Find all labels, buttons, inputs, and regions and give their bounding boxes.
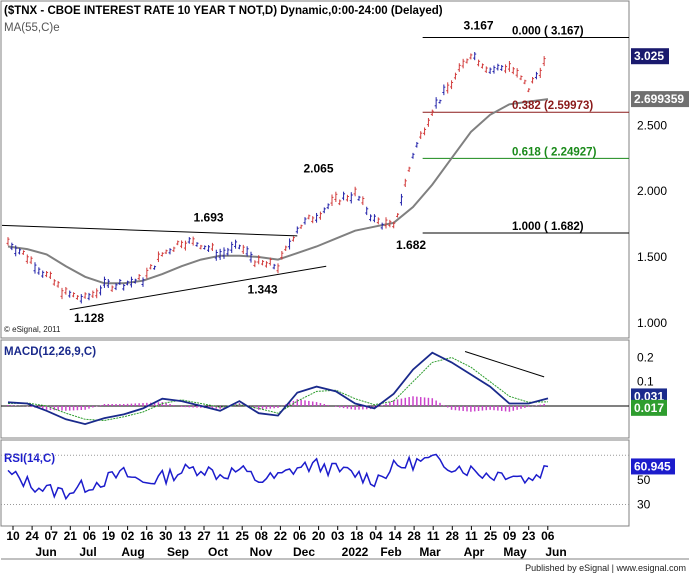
x-day-label: 03	[331, 529, 345, 543]
x-day-label: 23	[522, 529, 536, 543]
x-month-label: Apr	[464, 545, 485, 559]
rsi-line	[7, 453, 549, 501]
price-annotation: 3.167	[464, 19, 494, 33]
x-day-label: 07	[45, 529, 59, 543]
x-day-label: 24	[25, 529, 39, 543]
x-month-label: Jun	[545, 545, 566, 559]
fib-label: 0.000 ( 3.167)	[512, 26, 584, 38]
signal-value-badge: 0.017	[634, 401, 664, 415]
x-day-label: 14	[388, 529, 402, 543]
x-day-label: 27	[197, 529, 211, 543]
x-day-label: 04	[369, 529, 383, 543]
footer-text: Published by eSignal | www.esignal.com	[525, 563, 686, 573]
price-annotation: 1.128	[74, 311, 104, 325]
price-annotation: 2.065	[303, 162, 333, 176]
macd-y-tick: 0.1	[637, 375, 654, 389]
macd-y-tick: 0.2	[637, 351, 654, 365]
x-day-label: 21	[64, 529, 78, 543]
x-day-label: 06	[293, 529, 307, 543]
x-day-label: 16	[140, 529, 154, 543]
rsi-label: RSI(14,C)	[4, 453, 55, 465]
resistance-trendline	[1, 224, 298, 237]
x-day-label: 11	[465, 529, 478, 543]
x-day-label: 13	[178, 529, 192, 543]
x-month-label: Oct	[208, 545, 228, 559]
x-month-label: Jul	[79, 545, 96, 559]
x-day-label: 10	[6, 529, 20, 543]
x-month-label: May	[503, 545, 527, 559]
last-price-badge: 3.025	[634, 49, 664, 63]
macd-plot	[1, 350, 629, 426]
macd-label: MACD(12,26,9,C)	[4, 346, 96, 358]
macd-line	[7, 351, 549, 426]
x-day-label: 11	[217, 529, 230, 543]
price-y-tick: 2.500	[637, 118, 667, 132]
chart-title: ($TNX - CBOE INTEREST RATE 10 YEAR T NOT…	[4, 5, 443, 17]
x-day-label: 22	[274, 529, 288, 543]
last-price-badge-bg	[631, 48, 669, 65]
x-day-label: 25	[236, 529, 250, 543]
x-month-label: Feb	[380, 545, 401, 559]
support-trendline	[69, 265, 327, 311]
price-y-tick: 1.500	[637, 250, 667, 264]
ma-line	[7, 98, 549, 285]
x-month-label: Nov	[250, 545, 273, 559]
label-layer: 0.000 ( 3.167) 0.382 (2.59973) 0.618 ( 2.2…	[74, 19, 597, 325]
x-day-label: 08	[255, 529, 269, 543]
x-month-label: Jun	[35, 545, 56, 559]
macd-panel-frame	[0, 339, 630, 439]
x-month-label: Aug	[121, 545, 144, 559]
fib-label: 0.382 (2.59973)	[512, 100, 593, 112]
x-day-label: 20	[312, 529, 326, 543]
x-month-label: Dec	[293, 545, 315, 559]
x-month-label: Mar	[419, 545, 441, 559]
rsi-value-badge: 60.945	[634, 459, 671, 473]
x-day-label: 09	[503, 529, 517, 543]
x-day-label: 28	[446, 529, 460, 543]
rsi-value-badge-bg	[631, 458, 675, 475]
price-y-tick: 1.000	[637, 316, 667, 330]
x-day-label: 28	[407, 529, 421, 543]
price-plot	[1, 37, 629, 311]
price-annotation: 1.682	[396, 238, 426, 252]
price-annotation: 1.343	[248, 283, 278, 297]
macd-divergence-line	[464, 350, 545, 378]
x-day-label: 11	[427, 529, 440, 543]
x-day-label: 02	[121, 529, 135, 543]
fib-label: 0.618 ( 2.24927)	[512, 146, 597, 158]
rsi-y-tick: 30	[637, 498, 651, 512]
x-day-label: 18	[350, 529, 364, 543]
macd-signal-line	[7, 356, 549, 422]
axis-layer: 3.0002.5002.0001.5001.0003.0252.6993590.…	[1, 48, 689, 560]
rsi-panel-frame	[0, 439, 630, 527]
price-panel-frame	[0, 0, 630, 339]
x-day-label: 19	[102, 529, 116, 543]
x-month-label: 2022	[342, 545, 369, 559]
x-day-label: 25	[484, 529, 498, 543]
rsi-plot	[1, 453, 629, 506]
x-month-label: Sep	[167, 545, 189, 559]
price-y-tick: 2.000	[637, 184, 667, 198]
copyright-text: © eSignal, 2011	[4, 325, 61, 334]
ma-label: MA(55,C)e	[4, 22, 60, 34]
signal-value-badge-bg	[631, 399, 667, 416]
ma-value-badge-bg	[631, 91, 689, 108]
x-day-label: 30	[159, 529, 173, 543]
ma-value-badge: 2.699359	[634, 92, 684, 106]
fib-label: 1.000 ( 1.682)	[512, 221, 584, 233]
x-day-label: 06	[83, 529, 97, 543]
rsi-y-tick: 50	[637, 473, 651, 487]
price-annotation: 1.693	[194, 211, 224, 225]
x-day-label: 06	[541, 529, 555, 543]
